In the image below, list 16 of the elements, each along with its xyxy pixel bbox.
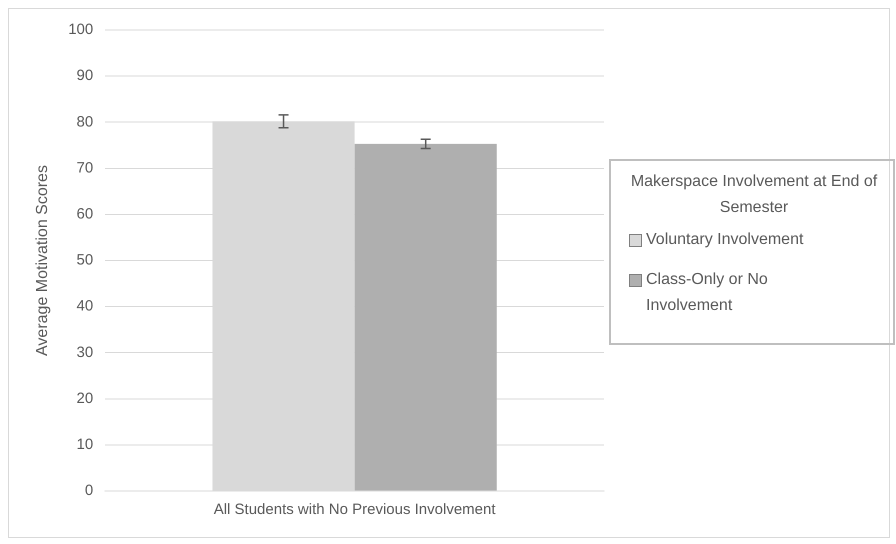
y-tick-label: 100: [68, 21, 94, 38]
y-tick-label: 90: [76, 67, 94, 84]
y-tick-label: 60: [76, 206, 94, 223]
y-tick-label: 80: [76, 113, 94, 130]
legend-label: Class-Only or No Involvement: [646, 270, 769, 316]
y-tick-label: 30: [76, 344, 94, 361]
y-tick-label: 20: [76, 390, 94, 407]
y-tick-label: 50: [76, 252, 94, 269]
legend-label: Voluntary Involvement: [646, 230, 804, 250]
y-axis-title: Average Motivation Scores: [34, 165, 52, 356]
y-tick-label: 10: [76, 436, 94, 454]
y-tick-label: 70: [76, 159, 94, 176]
y-tick-label: 0: [84, 482, 94, 500]
y-tick-label: 40: [76, 298, 94, 315]
x-tick-label: All Students with No Previous Involvement: [214, 501, 496, 518]
legend-title: Makerspace Involvement at End of Semester: [630, 172, 878, 218]
